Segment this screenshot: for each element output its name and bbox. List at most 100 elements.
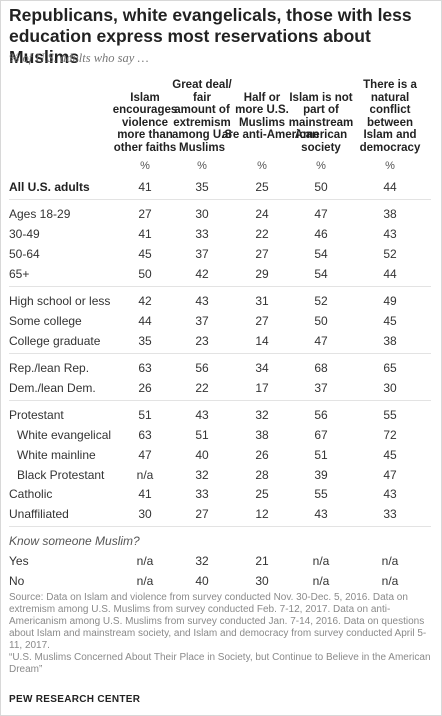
table-cell: n/a [312,574,330,588]
table-cell: 38 [383,334,397,348]
table-cell: 32 [195,554,209,568]
row-divider [9,400,431,401]
table-cell: 41 [138,180,152,194]
table-cell: 40 [195,574,209,588]
row-label: College graduate [9,334,101,348]
table-cell: 40 [195,448,209,462]
row-divider [9,526,431,527]
row-divider [9,353,431,354]
unit-label: % [316,160,326,172]
table-cell: n/a [381,574,399,588]
table-cell: 63 [138,428,152,442]
column-header: Great deal/fair amount of extremism among U… [171,79,233,154]
table-cell: 27 [195,507,209,521]
row-label: 30-49 [9,227,40,241]
table-cell: n/a [136,468,154,482]
table-cell: 51 [314,448,328,462]
chart-subtitle: % of U.S. adults who say … [9,51,149,65]
table-cell: 23 [195,334,209,348]
table-cell: 25 [255,487,269,501]
unit-label: % [257,160,267,172]
column-header: Half or more U.S. Muslims are anti-American [222,91,320,142]
table-cell: 55 [314,487,328,501]
table-cell: 31 [255,294,269,308]
row-divider [9,286,431,287]
column-header: There is a natural conflict between Islam an… [359,79,421,154]
table-cell: 50 [314,180,328,194]
table-cell: 37 [195,247,209,261]
table-cell: 27 [138,207,152,221]
table-cell: 24 [255,207,269,221]
row-label: 65+ [9,267,30,281]
row-label: Catholic [9,487,53,501]
table-cell: n/a [136,574,154,588]
table-cell: 42 [138,294,152,308]
table-cell: 56 [314,408,328,422]
table-cell: 68 [314,361,328,375]
row-divider [9,199,431,200]
table-cell: 30 [383,381,397,395]
row-label: No [9,574,25,588]
table-cell: 47 [138,448,152,462]
table-cell: 44 [383,267,397,281]
row-label: All U.S. adults [9,180,90,194]
table-cell: 37 [195,314,209,328]
table-cell: 41 [138,227,152,241]
table-cell: 56 [195,361,209,375]
pew-logo: PEW RESEARCH CENTER [9,694,141,705]
table-cell: 32 [255,408,269,422]
source-text: Source: Data on Islam and violence from … [9,592,427,651]
table-cell: 32 [195,468,209,482]
chart-title: Republicans, white evangelicals, those w… [9,5,412,67]
table-cell: 47 [314,207,328,221]
unit-label: % [140,160,150,172]
table-cell: 50 [314,314,328,328]
table-cell: 49 [383,294,397,308]
row-label: Ages 18-29 [9,207,71,221]
table-cell: 72 [383,428,397,442]
row-label: Black Protestant [17,468,105,482]
table-cell: 52 [314,294,328,308]
table-cell: n/a [381,554,399,568]
table-cell: 43 [314,507,328,521]
row-label: Some college [9,314,82,328]
table-cell: 38 [383,207,397,221]
table-cell: 35 [195,180,209,194]
table-cell: 67 [314,428,328,442]
table-cell: 54 [314,267,328,281]
table-cell: 22 [255,227,269,241]
table-cell: 43 [383,227,397,241]
table-cell: 34 [255,361,269,375]
table-cell: n/a [312,554,330,568]
table-cell: 33 [383,507,397,521]
table-cell: 17 [255,381,269,395]
table-cell: 33 [195,227,209,241]
table-cell: 26 [255,448,269,462]
table-cell: 43 [383,487,397,501]
table-cell: 47 [383,468,397,482]
table-cell: 33 [195,487,209,501]
table-cell: 52 [383,247,397,261]
table-cell: 51 [195,428,209,442]
table-cell: 30 [138,507,152,521]
table-cell: 54 [314,247,328,261]
row-label: White mainline [17,448,96,462]
table-cell: 41 [138,487,152,501]
table-cell: 45 [138,247,152,261]
table-cell: 46 [314,227,328,241]
table-cell: 50 [138,267,152,281]
column-header: Islam encourages violence more than other fa… [112,91,178,154]
table-cell: 43 [195,294,209,308]
table-cell: 12 [255,507,269,521]
table-cell: 51 [138,408,152,422]
table-cell: n/a [136,554,154,568]
row-label: Protestant [9,408,64,422]
table-cell: 47 [314,334,328,348]
table-cell: 29 [255,267,269,281]
table-cell: 39 [314,468,328,482]
row-label: High school or less [9,294,111,308]
table-cell: 14 [255,334,269,348]
row-label: Unaffiliated [9,507,69,521]
column-header: Islam is not part of mainstream American soc… [288,91,354,154]
report-title: “U.S. Muslims Concerned About Their Plac… [9,652,431,675]
